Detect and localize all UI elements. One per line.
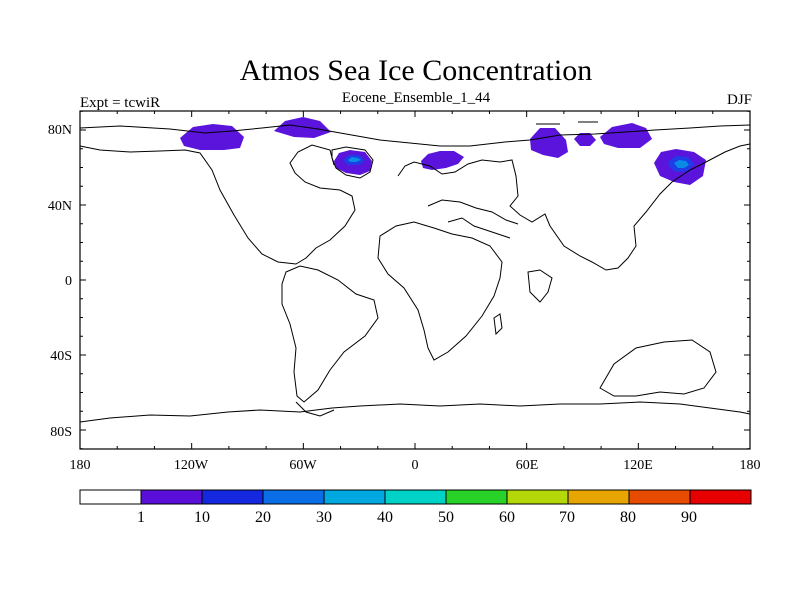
colorbar-label-20: 20 bbox=[255, 509, 271, 526]
season-label: DJF bbox=[727, 92, 752, 108]
lon-axis: 180 120W 60W 0 60E 120E 180 bbox=[70, 458, 761, 473]
colorbar-label-60: 60 bbox=[499, 509, 515, 526]
experiment-label: Expt = tcwiR bbox=[80, 95, 160, 111]
colorbar-labels: 1 10 20 30 40 50 60 70 80 90 bbox=[137, 509, 697, 526]
colorbar-box bbox=[628, 489, 691, 505]
coastlines bbox=[79, 121, 751, 423]
sea-ice-patch-scandinavia bbox=[421, 151, 464, 170]
lat-tick-label-40s: 40S bbox=[50, 349, 72, 364]
tick-marks bbox=[79, 110, 751, 450]
colorbar-box bbox=[140, 489, 203, 505]
map-panel bbox=[79, 110, 751, 450]
colorbar-boxes bbox=[79, 489, 752, 505]
colorbar-box bbox=[689, 489, 752, 505]
coast-tethys-islands bbox=[447, 217, 511, 239]
lon-tick-label-180e: 180 bbox=[740, 458, 761, 473]
coast-arctic-north bbox=[79, 124, 751, 147]
colorbar-label-70: 70 bbox=[559, 509, 575, 526]
sea-ice-patch-canada-arctic bbox=[274, 117, 331, 138]
sea-ice-patch-laptev bbox=[600, 123, 652, 148]
colorbar-box bbox=[567, 489, 630, 505]
lat-axis: 80N 40N 0 40S 80S bbox=[48, 123, 72, 440]
coast-antarctica bbox=[79, 401, 751, 423]
coast-eurasia bbox=[397, 143, 751, 271]
map-frame bbox=[79, 110, 751, 450]
lon-tick-label-120w: 120W bbox=[174, 458, 209, 473]
ensemble-label: Eocene_Ensemble_1_44 bbox=[342, 90, 491, 106]
sea-ice-patch-okhotsk-inner bbox=[674, 160, 689, 168]
coast-south-america bbox=[281, 265, 379, 403]
colorbar-box bbox=[323, 489, 386, 505]
colorbar-box bbox=[506, 489, 569, 505]
lat-tick-label-0: 0 bbox=[65, 274, 72, 289]
lon-tick-label-180w: 180 bbox=[70, 458, 91, 473]
colorbar-box bbox=[79, 489, 142, 505]
colorbar-box bbox=[262, 489, 325, 505]
lon-tick-label-60w: 60W bbox=[289, 458, 317, 473]
sea-ice-patch-north-pacific bbox=[180, 124, 244, 150]
colorbar-box bbox=[445, 489, 508, 505]
colorbar-label-30: 30 bbox=[316, 509, 332, 526]
lat-tick-label-40n: 40N bbox=[48, 199, 72, 214]
sea-ice-patch-greenland-inner bbox=[348, 157, 361, 162]
coast-australia bbox=[599, 339, 717, 397]
colorbar-label-40: 40 bbox=[377, 509, 393, 526]
coast-antarctic-peninsula bbox=[295, 401, 335, 417]
coast-india bbox=[527, 269, 553, 303]
lat-tick-label-80s: 80S bbox=[50, 425, 72, 440]
coast-tethys bbox=[427, 199, 519, 225]
colorbar-box bbox=[384, 489, 447, 505]
sea-ice-layer bbox=[180, 117, 706, 185]
lon-tick-label-0: 0 bbox=[412, 458, 419, 473]
coast-africa bbox=[377, 221, 503, 361]
map-title: Atmos Sea Ice Concentration bbox=[240, 54, 592, 87]
colorbar-label-90: 90 bbox=[681, 509, 697, 526]
colorbar-label-50: 50 bbox=[438, 509, 454, 526]
colorbar-box bbox=[201, 489, 264, 505]
sea-ice-patch-kara bbox=[574, 133, 596, 146]
coast-north-america bbox=[79, 144, 356, 265]
coast-greenland bbox=[331, 146, 374, 179]
lat-tick-label-80n: 80N bbox=[48, 123, 72, 138]
colorbar: 1 10 20 30 40 50 60 70 80 90 bbox=[79, 489, 752, 526]
colorbar-label-10: 10 bbox=[194, 509, 210, 526]
lon-tick-label-60e: 60E bbox=[516, 458, 539, 473]
colorbar-label-1: 1 bbox=[137, 509, 145, 526]
coast-madagascar bbox=[493, 313, 503, 336]
lon-tick-label-120e: 120E bbox=[623, 458, 653, 473]
colorbar-label-80: 80 bbox=[620, 509, 636, 526]
